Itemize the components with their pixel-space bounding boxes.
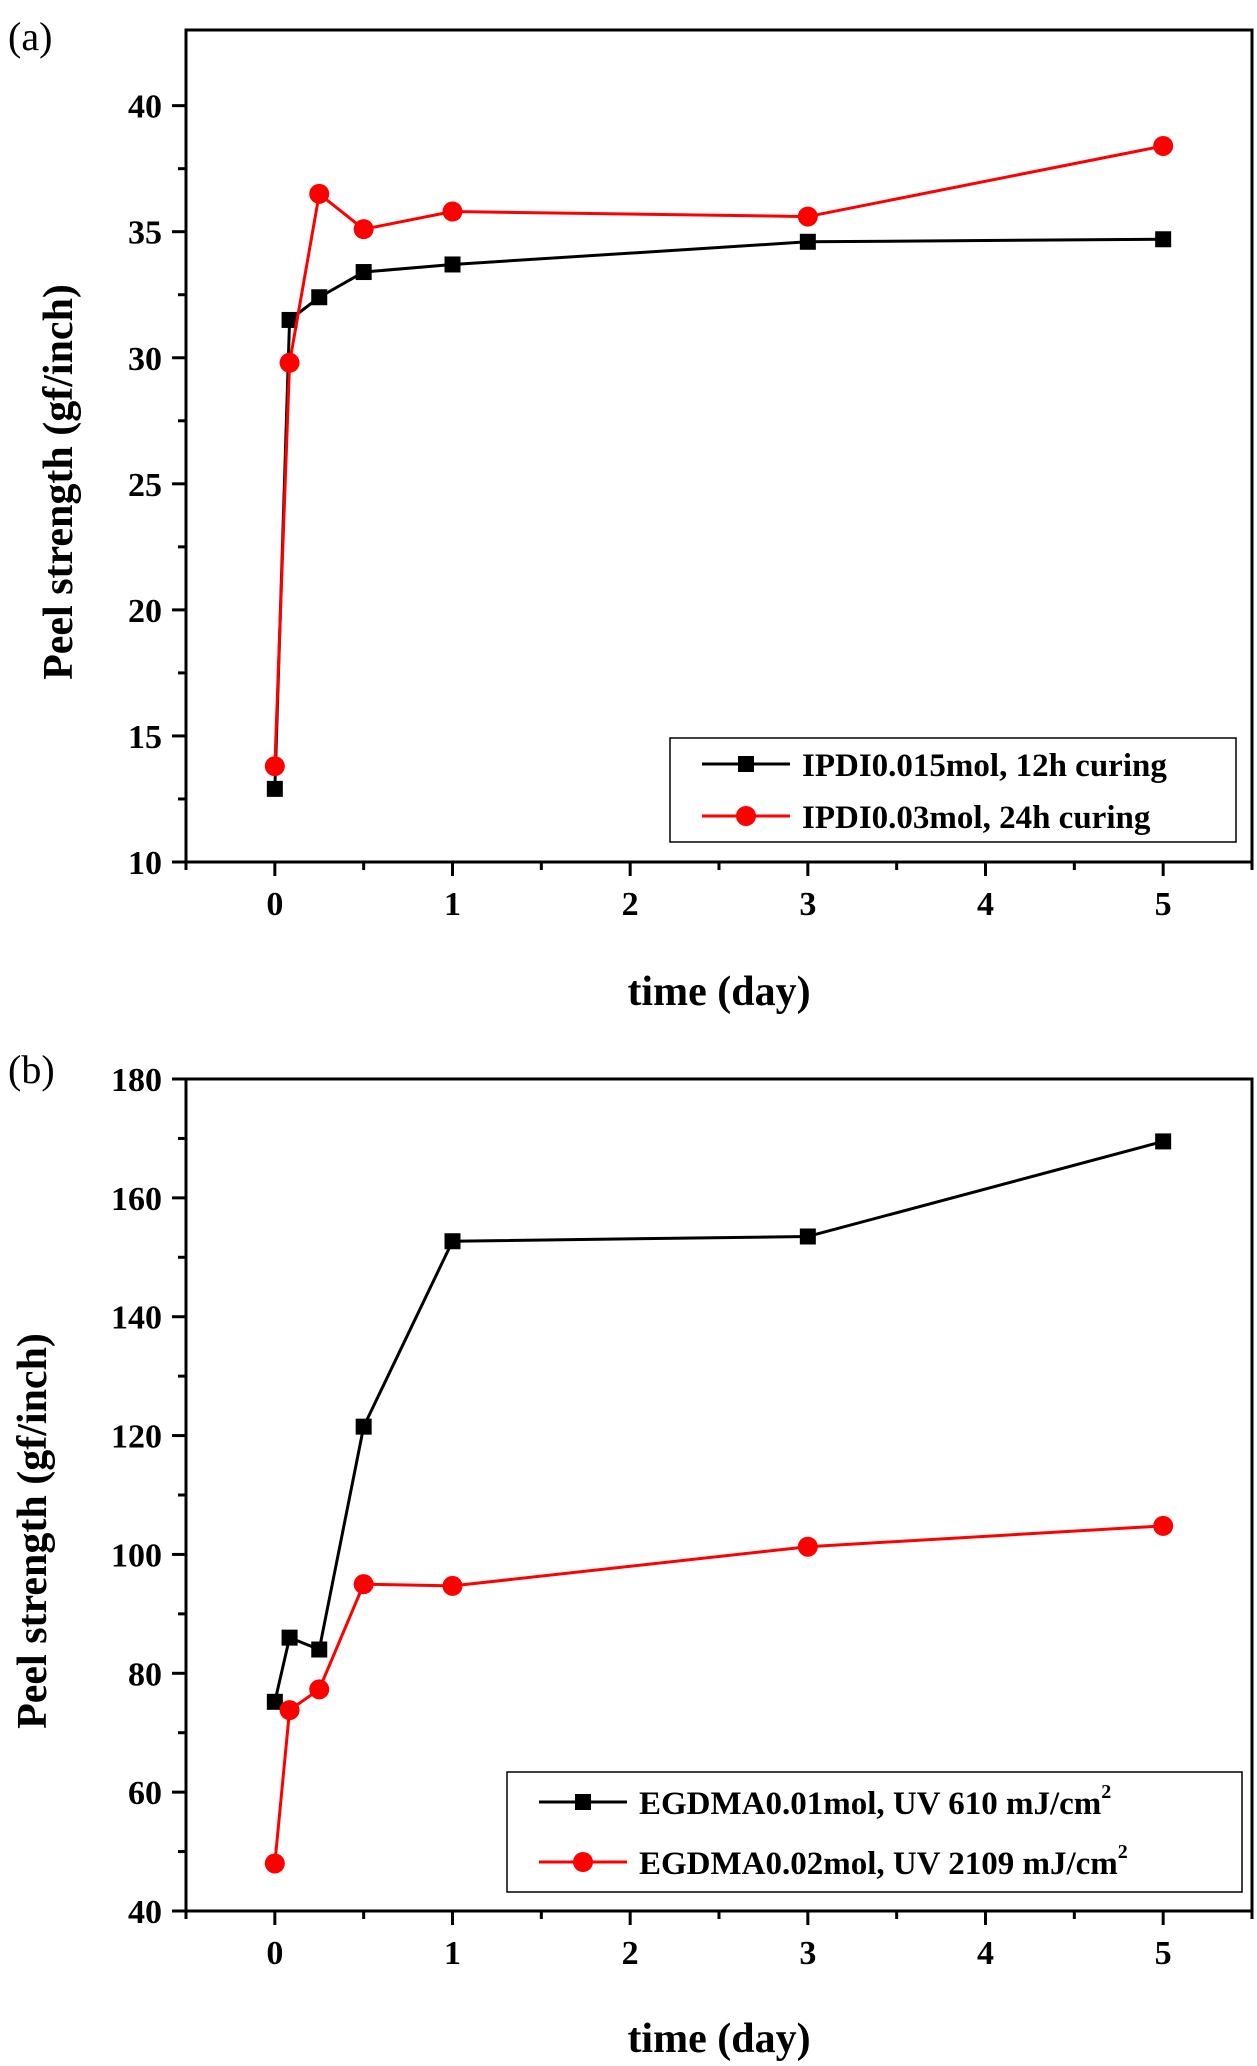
legend-label: IPDI0.015mol, 12h curing [802,748,1167,784]
legend-box [506,1771,1243,1893]
y-axis-title: Peel strength (gf/inch) [36,284,82,680]
panel-label: (b) [8,1047,55,1092]
data-point [281,311,298,328]
y-tick-label: 40 [128,89,162,126]
x-tick-label: 2 [622,1935,639,1972]
series-2 [264,1515,1174,1874]
y-tick-label: 120 [111,1419,162,1456]
series-1 [266,231,1172,797]
legend-marker [738,756,754,772]
x-tick-label: 1 [444,1935,461,1972]
data-point [311,289,328,306]
legend-marker [736,806,756,826]
x-tick-label: 3 [799,1935,816,1972]
y-tick-label: 30 [128,341,162,378]
data-point [1153,1515,1174,1536]
legend: EGDMA0.01mol, UV 610 mJ/cm2 EGDMA0.02mol,… [506,1771,1243,1893]
legend-label: IPDI0.03mol, 24h curing [802,800,1151,836]
x-tick-label: 1 [444,886,461,923]
y-tick-label: 140 [111,1300,162,1337]
legend-box [669,737,1237,843]
y-tick-label: 100 [111,1537,162,1574]
data-point [442,1575,463,1596]
plot-frame [184,28,1254,864]
data-point [279,1700,300,1721]
data-point [355,1418,372,1435]
y-tick-label: 35 [128,215,162,252]
y-axis-title: Peel strength (gf/inch) [10,1333,56,1729]
data-point [1155,231,1172,248]
x-tick-label: 4 [977,886,994,923]
panel-label: (a) [8,14,52,59]
legend: IPDI0.015mol, 12h curing IPDI0.03mol, 24h… [669,737,1237,843]
data-point [266,1693,283,1710]
x-tick-label: 5 [1155,1935,1172,1972]
series-line [273,237,1164,789]
y-tick-label: 10 [128,845,162,882]
data-point [311,1641,328,1658]
series-line [273,1139,1164,1703]
data-point [281,1629,298,1646]
y-tick-label: 40 [128,1894,162,1931]
data-point [442,201,463,222]
data-point [264,756,285,777]
x-tick-label: 0 [266,886,283,923]
x-tick-label: 0 [266,1935,283,1972]
x-tick-label: 3 [799,886,816,923]
data-point [444,256,461,273]
legend-superscript: 2 [1101,1781,1111,1803]
data-point [444,1233,461,1250]
legend-label: EGDMA0.02mol, UV 2109 mJ/cm2 [639,1841,1128,1882]
legend-marker [575,1794,591,1810]
data-point [797,206,818,227]
legend-marker [573,1852,593,1872]
data-point [1155,1133,1172,1150]
y-tick-label: 20 [128,593,162,630]
data-point [1153,135,1174,156]
data-point [355,264,372,281]
x-tick-label: 2 [622,886,639,923]
series-1 [266,1133,1172,1710]
y-tick-label: 60 [128,1775,162,1812]
chart-panel-a: (a) 10 15 20 25 30 35 40 0 1 2 3 4 5 time (day) Peel st… [8,14,1254,1015]
x-axis-title: time (day) [627,2016,810,2062]
x-axis-title: time (day) [627,969,810,1015]
data-point [353,1574,374,1595]
chart-panel-b: (b) 40 60 80 100 120 140 160 180 0 1 2 3 4 5 time (day)… [8,1047,1254,2062]
series-2 [264,135,1174,777]
data-point [309,183,330,204]
data-point [799,233,816,250]
legend-label: EGDMA0.01mol, UV 610 mJ/cm2 [639,1781,1111,1822]
data-point [264,1853,285,1874]
x-tick-label: 4 [977,1935,994,1972]
data-point [353,219,374,240]
y-tick-label: 15 [128,719,162,756]
data-point [279,352,300,373]
y-tick-label: 160 [111,1181,162,1218]
y-tick-label: 25 [128,467,162,504]
y-tick-label: 80 [128,1656,162,1693]
data-point [309,1679,330,1700]
data-point [797,1536,818,1557]
y-tick-label: 180 [111,1062,162,1099]
legend-superscript: 2 [1118,1841,1128,1863]
data-point [266,780,283,797]
data-point [799,1228,816,1245]
x-tick-label: 5 [1155,886,1172,923]
